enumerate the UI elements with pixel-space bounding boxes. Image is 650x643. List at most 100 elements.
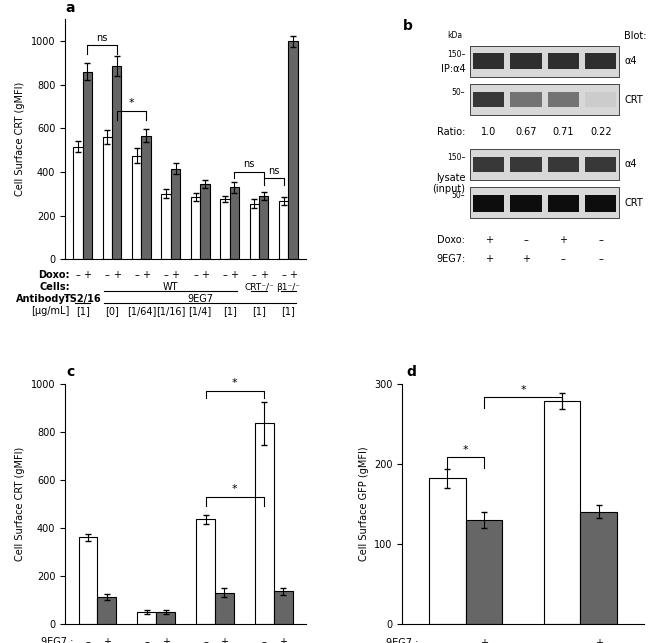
- Text: Doxo:: Doxo:: [437, 235, 465, 245]
- Text: +: +: [103, 637, 111, 643]
- Text: +: +: [230, 271, 239, 280]
- Text: +: +: [279, 637, 287, 643]
- Text: –: –: [598, 235, 603, 245]
- Bar: [215, 593, 234, 624]
- Text: β1⁻/⁻: β1⁻/⁻: [276, 283, 300, 292]
- Bar: [548, 157, 579, 172]
- Text: [1]: [1]: [281, 307, 295, 316]
- Text: +: +: [560, 235, 567, 245]
- Bar: [510, 157, 541, 172]
- Text: –: –: [203, 637, 208, 643]
- Bar: [79, 538, 97, 624]
- Text: –: –: [75, 271, 81, 280]
- Text: [1/4]: [1/4]: [188, 307, 212, 316]
- Bar: [191, 197, 200, 259]
- Text: [1]: [1]: [75, 307, 90, 316]
- Bar: [470, 149, 619, 180]
- Text: [1/16]: [1/16]: [156, 307, 185, 316]
- Text: –: –: [281, 271, 286, 280]
- Text: +: +: [260, 271, 268, 280]
- Text: *: *: [232, 378, 238, 388]
- Bar: [112, 66, 122, 259]
- Bar: [470, 187, 619, 219]
- Text: 0.22: 0.22: [590, 127, 612, 137]
- Text: Blot:: Blot:: [624, 31, 647, 41]
- Bar: [470, 46, 619, 77]
- Text: 50–: 50–: [452, 192, 465, 201]
- Text: [1]: [1]: [223, 307, 237, 316]
- Text: TS2/16: TS2/16: [64, 294, 101, 305]
- Text: –: –: [561, 254, 566, 264]
- Bar: [510, 92, 541, 107]
- Bar: [548, 92, 579, 107]
- Text: 1.0: 1.0: [481, 127, 496, 137]
- Bar: [156, 611, 175, 624]
- Text: kDa: kDa: [448, 31, 463, 40]
- Bar: [98, 597, 116, 624]
- Text: CRT⁻/⁻: CRT⁻/⁻: [244, 283, 274, 292]
- Text: Cells:: Cells:: [39, 282, 70, 293]
- Bar: [548, 53, 579, 69]
- Text: 0.71: 0.71: [552, 127, 574, 137]
- Text: 9EG7 :: 9EG7 :: [41, 637, 73, 643]
- Y-axis label: Cell Surface CRT (gMFI): Cell Surface CRT (gMFI): [15, 82, 25, 196]
- Text: IP:α4: IP:α4: [441, 64, 465, 74]
- Text: –: –: [262, 637, 266, 643]
- Bar: [255, 424, 274, 624]
- Bar: [510, 53, 541, 69]
- Text: 9EG7:: 9EG7:: [436, 254, 465, 264]
- Text: d: d: [406, 365, 416, 379]
- Bar: [250, 204, 259, 259]
- Bar: [473, 157, 504, 172]
- Text: –: –: [193, 271, 198, 280]
- Text: *: *: [463, 445, 469, 455]
- Text: –: –: [252, 271, 257, 280]
- Text: +: +: [289, 271, 297, 280]
- Text: +: +: [485, 235, 493, 245]
- Text: *: *: [520, 385, 526, 395]
- Bar: [548, 195, 579, 212]
- Text: [0]: [0]: [105, 307, 119, 316]
- Text: +: +: [220, 637, 228, 643]
- Text: +: +: [485, 254, 493, 264]
- Text: +: +: [172, 271, 179, 280]
- Text: 150–: 150–: [447, 153, 465, 162]
- Bar: [73, 147, 83, 259]
- Bar: [279, 201, 289, 259]
- Bar: [196, 520, 215, 624]
- Text: +: +: [162, 637, 170, 643]
- Text: [1/64]: [1/64]: [127, 307, 156, 316]
- Text: –: –: [560, 638, 564, 643]
- Text: –: –: [86, 637, 90, 643]
- Text: –: –: [523, 235, 528, 245]
- Text: +: +: [83, 271, 92, 280]
- Text: –: –: [445, 638, 450, 643]
- Bar: [161, 194, 171, 259]
- Text: 9EG7 :: 9EG7 :: [386, 638, 419, 643]
- Bar: [473, 92, 504, 107]
- Bar: [220, 199, 229, 259]
- Text: lysate
(input): lysate (input): [432, 173, 465, 194]
- Text: Doxo:: Doxo:: [38, 271, 70, 280]
- Text: b: b: [402, 19, 412, 33]
- Text: 150–: 150–: [447, 50, 465, 59]
- Text: *: *: [129, 98, 135, 108]
- Text: CRT: CRT: [624, 95, 643, 105]
- Y-axis label: Cell Surface GFP (gMFI): Cell Surface GFP (gMFI): [359, 446, 369, 561]
- Text: a: a: [66, 1, 75, 15]
- Bar: [510, 195, 541, 212]
- Text: +: +: [112, 271, 121, 280]
- Text: [1]: [1]: [252, 307, 266, 316]
- Text: –: –: [144, 637, 149, 643]
- Text: –: –: [222, 271, 227, 280]
- Bar: [289, 41, 298, 259]
- Text: Antibody:: Antibody:: [16, 294, 70, 305]
- Bar: [473, 195, 504, 212]
- Text: –: –: [105, 271, 110, 280]
- Text: +: +: [522, 254, 530, 264]
- Bar: [585, 195, 616, 212]
- Bar: [137, 611, 156, 624]
- Text: Ratio:: Ratio:: [437, 127, 465, 137]
- Text: –: –: [598, 254, 603, 264]
- Text: 50–: 50–: [452, 88, 465, 97]
